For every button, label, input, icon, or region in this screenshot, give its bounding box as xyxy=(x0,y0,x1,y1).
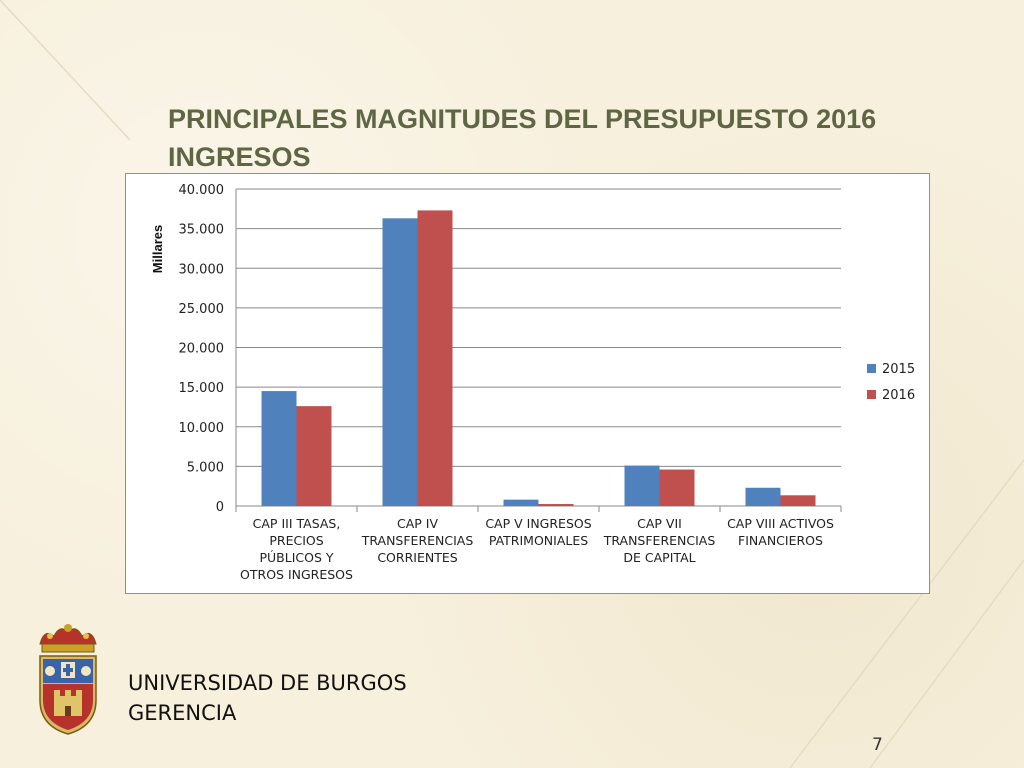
y-tick-label: 25.000 xyxy=(179,302,225,317)
x-tick-label: CAP III TASAS, PRECIOS PÚBLICOS Y OTROS ING… xyxy=(240,516,353,582)
bar-2015 xyxy=(261,391,297,506)
department-name: GERENCIA xyxy=(128,701,237,725)
title-line-1: PRINCIPALES MAGNITUDES DEL PRESUPUESTO 2… xyxy=(168,104,877,134)
y-tick-label: 10.000 xyxy=(179,421,225,436)
x-tick-label: CAP VII TRANSFERENCIAS DE CAPITAL xyxy=(603,516,716,565)
bar-2015 xyxy=(624,465,660,506)
bar-2016 xyxy=(659,469,695,506)
x-tick-label: CAP VIII ACTIVOS FINANCIEROS xyxy=(727,516,834,548)
y-tick-label: 0 xyxy=(216,500,224,515)
bar-2016 xyxy=(780,495,816,506)
page-number: 7 xyxy=(872,735,883,755)
y-tick-label: 5.000 xyxy=(187,460,224,475)
organization-name: UNIVERSIDAD DE BURGOS xyxy=(128,671,407,695)
x-tick-label: CAP IV TRANSFERENCIAS CORRIENTES xyxy=(361,516,474,565)
legend-swatch xyxy=(867,364,876,373)
bar-2015 xyxy=(382,218,418,506)
chart-frame: 0 5.000 10.000 15.000 20.000 25.000 30.000 35.0… xyxy=(125,173,930,594)
legend-swatch xyxy=(867,390,876,399)
bar-2016 xyxy=(417,210,453,506)
footer-organization: UNIVERSIDAD DE BURGOS GERENCIA xyxy=(128,668,407,728)
bar-chart: 0 5.000 10.000 15.000 20.000 25.000 30.000 35.0… xyxy=(150,183,915,582)
bar-2015 xyxy=(503,499,539,506)
title-line-2: INGRESOS xyxy=(168,142,311,172)
university-crest-icon xyxy=(39,624,97,735)
legend-label: 2015 xyxy=(882,362,915,377)
bar-2016 xyxy=(296,406,332,506)
bar-2016 xyxy=(538,504,574,506)
x-tick-label: CAP V INGRESOS PATRIMONIALES xyxy=(485,516,591,548)
y-tick-label: 40.000 xyxy=(179,183,225,198)
legend-label: 2016 xyxy=(882,388,915,403)
y-axis-label: Millares xyxy=(150,225,165,273)
y-tick-label: 30.000 xyxy=(179,262,225,277)
y-tick-label: 15.000 xyxy=(179,381,225,396)
slide-title: PRINCIPALES MAGNITUDES DEL PRESUPUESTO 2… xyxy=(168,100,928,176)
y-tick-label: 35.000 xyxy=(179,223,225,238)
y-tick-label: 20.000 xyxy=(179,342,225,357)
bar-2015 xyxy=(745,487,781,506)
